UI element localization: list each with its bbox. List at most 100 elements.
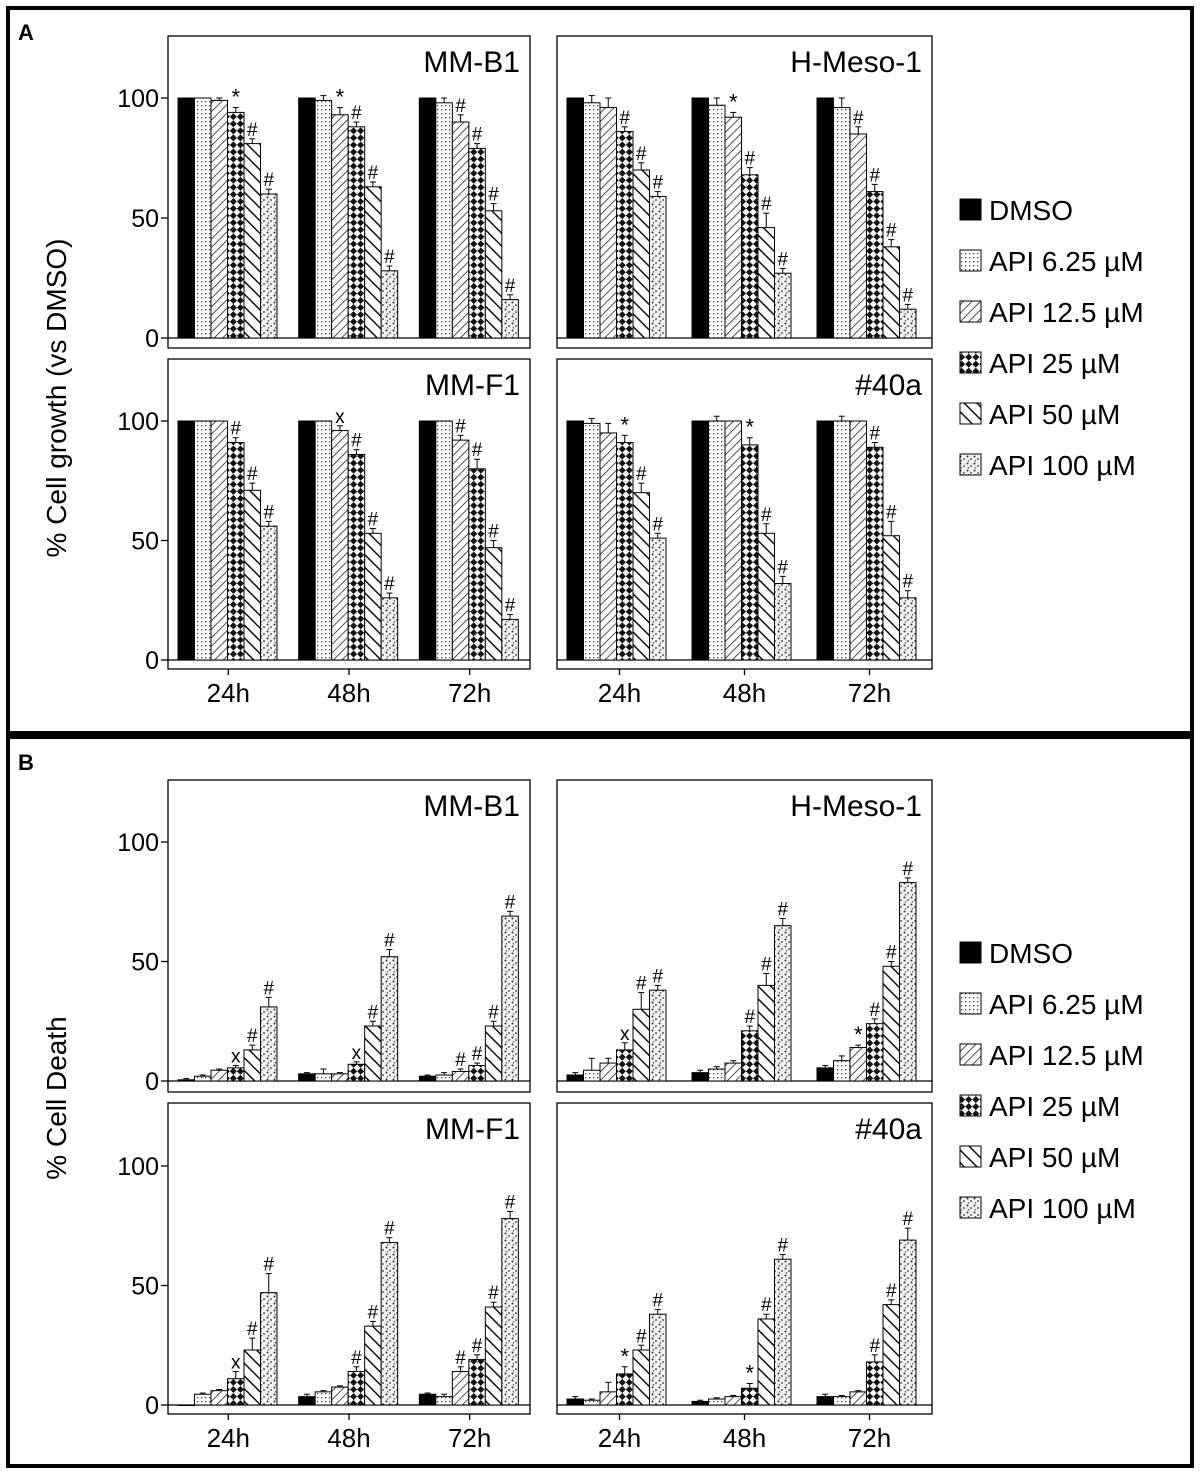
panel-a-mm-b1-bar [435, 102, 453, 339]
panel-b-h-meso-1-bar [599, 1062, 617, 1082]
panel-b-mm-f1-xtick-label: 24h [207, 1423, 250, 1453]
panel-b-mm-b1-bar [418, 1075, 437, 1082]
panel-b-h-meso-1-significance-mark: # [636, 974, 647, 995]
panel-a-legend-swatch [959, 300, 982, 323]
panel-a-mm-f1-significance-mark: # [368, 510, 379, 531]
panel-a-mm-f1-ytick-label: 100 [117, 408, 159, 436]
panel-a-mm-b1-bar [210, 99, 228, 339]
panel-a-legend-swatch [959, 402, 982, 425]
panel-a-letter: A [18, 20, 34, 45]
panel-a-mm-f1-bar [347, 453, 366, 661]
panel-b-40a-significance-mark: * [620, 1344, 629, 1369]
panel-b-legend-swatch [959, 1196, 982, 1219]
panel-b-mm-f1-ytick-label: 50 [131, 1273, 159, 1301]
panel-a-h-meso-1-bar [849, 133, 867, 339]
panel-a-40a-significance-mark: * [745, 415, 754, 440]
panel-b-mm-b1-ytick-label: 0 [145, 1068, 159, 1096]
panel-b-40a-significance-mark: # [777, 1235, 788, 1256]
panel-b-40a-xtick-label: 48h [723, 1423, 766, 1453]
panel-b-legend-label: API 25 µM [989, 1091, 1120, 1122]
panel-a-mm-f1-significance-mark: # [488, 522, 499, 543]
panel-b-frame [6, 735, 1194, 1468]
panel-a-legend-swatch [959, 453, 982, 476]
panel-b-h-meso-1-bar [566, 1074, 584, 1082]
panel-b-h-meso-1-bar [741, 1030, 759, 1082]
panel-a-h-meso-1-bar [774, 272, 792, 339]
panel-b-mm-b1-bar [468, 1064, 486, 1082]
panel-b-h-meso-1-frame [556, 779, 933, 1093]
panel-a-40a-significance-mark: # [902, 572, 913, 593]
panel-b-h-meso-1-significance-mark: * [854, 1022, 863, 1047]
panel-a-mm-f1-significance-mark: # [384, 574, 395, 595]
panel-b-40a-bar [833, 1396, 851, 1406]
panel-a-mm-b1-ytick-label: 100 [117, 85, 159, 113]
panel-b-40a-bar [599, 1391, 617, 1406]
panel-a-legend-label: API 25 µM [989, 348, 1120, 379]
panel-a-h-meso-1-significance-mark: # [853, 108, 864, 129]
panel-a-mm-b1-significance-mark: # [368, 163, 379, 184]
panel-a-40a-significance-mark: # [652, 514, 663, 535]
panel-b-mm-f1-bar [243, 1349, 261, 1406]
panel-b-mm-b1-significance-mark: # [505, 892, 516, 913]
panel-a-mm-f1-bar [298, 420, 316, 661]
panel-a-mm-f1-xtick-label: 72h [448, 678, 491, 708]
panel-a-mm-f1-bar [194, 420, 212, 661]
panel-b-h-meso-1-bar [816, 1067, 834, 1082]
panel-b-mm-f1-bar [314, 1391, 333, 1406]
plots-layer: MM-B1 0 50 100 * # # * # # # # # # # H-Meso-1 # # # * # # # # # #… [117, 35, 933, 1453]
panel-b-mm-f1-significance-mark: # [351, 1348, 362, 1369]
panel-b-h-meso-1-significance-mark: # [869, 1000, 880, 1021]
legends-layer: DMSO API 6.25 µM API 12.5 µM API 25 µM API 5… [959, 195, 1144, 1224]
panel-b-h-meso-1-title: H-Meso-1 [790, 790, 922, 823]
panel-a-mm-b1-bar [468, 147, 486, 339]
panel-a-40a-bar [882, 535, 900, 661]
panel-a-40a-bar [757, 532, 775, 661]
panel-b-mm-b1-significance-mark: x [352, 1043, 362, 1064]
panel-b-h-meso-1-significance-mark: # [886, 943, 897, 964]
panel-a-mm-f1-xtick-label: 48h [327, 678, 370, 708]
panel-b-mm-b1-significance-mark: # [384, 931, 395, 952]
panel-a-mm-b1-significance-mark: # [384, 247, 395, 268]
panel-b-mm-b1-significance-mark: # [472, 1044, 483, 1065]
panel-b-mm-b1-title: MM-B1 [423, 790, 520, 823]
panel-b-40a-bar [649, 1313, 667, 1406]
panel-b-h-meso-1-significance-mark: # [652, 966, 663, 987]
panel-b-mm-f1-bar [347, 1371, 366, 1406]
panel-a-40a-bar [741, 444, 759, 661]
panel-a-mm-f1-significance-mark: # [455, 416, 466, 437]
panel-b-mm-b1-bar [501, 915, 519, 1082]
panel-b-mm-b1-bar [364, 1025, 382, 1082]
panel-a-mm-b1-bar [418, 97, 437, 339]
panel-a-mm-b1-bar [484, 210, 503, 339]
panel-a-40a-bar [866, 446, 884, 661]
panel-a-mm-b1-significance-mark: * [231, 85, 240, 110]
panel-a-mm-f1-ytick-label: 0 [145, 647, 159, 675]
panel-a-mm-b1-bar [227, 111, 245, 339]
panel-a-mm-f1-bar [210, 420, 228, 661]
panel-a-mm-b1-significance-mark: # [455, 96, 466, 117]
panel-b-h-meso-1-significance-mark: x [620, 1024, 630, 1045]
panel-a-h-meso-1-significance-mark: * [729, 89, 738, 114]
panel-a-mm-f1-significance-mark: # [230, 419, 241, 440]
panel-a-40a-bar [816, 420, 834, 661]
panel-a-40a-bar [632, 492, 650, 661]
panel-b-mm-f1-significance-mark: # [472, 1336, 483, 1357]
panel-b-mm-f1-bar [364, 1325, 382, 1406]
panel-b-legend-label: DMSO [989, 938, 1073, 969]
panel-b-40a-bar [616, 1373, 634, 1406]
panel-b-mm-f1-bar [418, 1393, 437, 1406]
panel-a-h-meso-1-significance-mark: # [902, 285, 913, 306]
panel-a-40a-xtick-label: 72h [848, 678, 891, 708]
panel-b-40a-bar [849, 1391, 867, 1406]
panel-b-40a-significance-mark: # [902, 1209, 913, 1230]
panel-a-legend-swatch [959, 351, 982, 374]
panel-a-h-meso-1-significance-mark: # [744, 149, 755, 170]
panel-a-40a-bar [849, 420, 867, 661]
panel-b-mm-b1-significance-mark: # [247, 1026, 258, 1047]
panel-b-mm-f1-bar [468, 1359, 486, 1406]
panel-a-h-meso-1-significance-mark: # [761, 194, 772, 215]
panel-b-mm-b1-bar [298, 1073, 316, 1082]
panel-b-legend-label: API 12.5 µM [989, 1040, 1144, 1071]
panel-b-mm-f1-significance-mark: # [488, 1283, 499, 1304]
panel-b-legend-label: API 50 µM [989, 1142, 1120, 1173]
